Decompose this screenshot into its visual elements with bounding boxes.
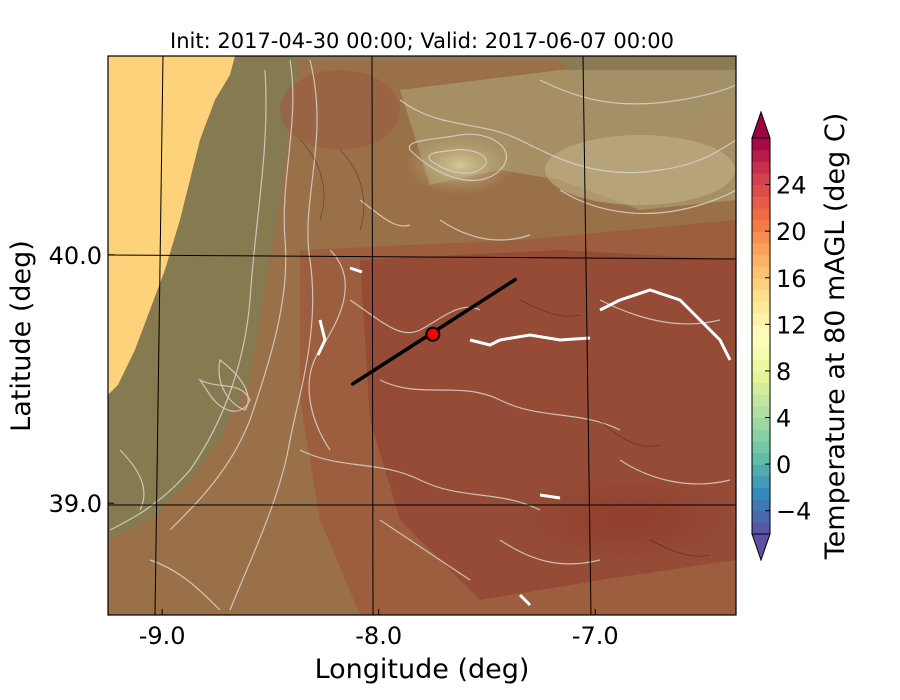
hot-spot-north — [280, 70, 400, 150]
colorbar-tick-label: −4 — [776, 498, 811, 526]
colorbar-segment — [752, 184, 770, 197]
colorbar-segment — [752, 207, 770, 221]
x-tick-label: -9.0 — [139, 622, 186, 650]
ocean-area — [108, 56, 235, 395]
coastal-strip — [108, 56, 300, 540]
colorbar-segment — [752, 312, 770, 325]
x-axis-ticks: -9.0 -8.0 -7.0 — [139, 609, 619, 650]
colorbar-max-extend — [751, 110, 771, 139]
colorbar-tick-label: 0 — [776, 451, 791, 479]
colorbar-tick-label: 8 — [776, 358, 791, 386]
location-marker — [425, 326, 441, 342]
contour-lines — [109, 59, 736, 611]
y-tick-label: 40.0 — [49, 242, 102, 270]
colorbar-segment — [752, 487, 770, 500]
x-tick-label: -8.0 — [355, 622, 402, 650]
map-frame — [107, 55, 737, 616]
colorbar-segment — [752, 161, 770, 174]
colorbar-segment — [752, 231, 770, 244]
x-axis-label: Longitude (deg) — [315, 654, 530, 685]
colorbar-segment — [752, 382, 770, 395]
colorbar: −4 0 4 8 12 16 20 24 — [751, 110, 811, 562]
colorbar-label: Temperature at 80 mAGL (deg C) — [820, 113, 851, 561]
colorbar-segment — [752, 266, 770, 279]
colorbar-tick-label: 24 — [776, 172, 807, 200]
colorbar-segment — [752, 510, 770, 523]
y-axis-label: Latitude (deg) — [6, 240, 37, 432]
hot-spot-southeast — [520, 480, 736, 560]
colorbar-segment — [752, 440, 770, 454]
colorbar-segment — [752, 464, 770, 477]
colorbar-tick-label: 20 — [776, 218, 807, 246]
colorbar-segment — [752, 254, 770, 267]
colorbar-segment — [752, 301, 770, 314]
colorbar-segment — [752, 336, 770, 349]
colorbar-segment — [752, 359, 770, 372]
colorbar-segment — [752, 475, 770, 489]
x-tick-label: -7.0 — [572, 622, 619, 650]
colorbar-tick-label: 4 — [776, 405, 791, 433]
graticule — [108, 56, 736, 615]
colorbar-segment — [752, 277, 770, 291]
plateau-area — [545, 135, 735, 205]
colorbar-segment — [752, 196, 770, 209]
colorbar-segment — [752, 172, 770, 186]
colorbar-segment — [752, 370, 770, 384]
colorbar-segment — [752, 347, 770, 360]
colorbar-segment — [752, 452, 770, 465]
colorbar-tick-label: 16 — [776, 265, 807, 293]
colorbar-min-extend — [751, 533, 771, 562]
colorbar-segment — [752, 405, 770, 419]
colorbar-segment — [752, 417, 770, 430]
y-axis-ticks: 40.0 39.0 — [49, 242, 114, 518]
colorbar-segment — [752, 219, 770, 232]
colorbar-segment — [752, 522, 770, 535]
colorbar-segment — [752, 149, 770, 162]
river-lines — [316, 266, 732, 607]
colorbar-segment — [752, 429, 770, 442]
colorbar-segment — [752, 289, 770, 302]
mountain-peak — [405, 135, 515, 195]
colorbar-segment — [752, 499, 770, 512]
colorbar-segment — [752, 324, 770, 337]
colorbar-frame — [751, 137, 771, 535]
colorbar-tick-label: 12 — [776, 311, 807, 339]
terrain-contours — [299, 139, 711, 557]
colorbar-segment — [752, 394, 770, 407]
colorbar-segment — [752, 138, 770, 151]
map-area — [108, 56, 736, 615]
colorbar-segment — [752, 242, 770, 256]
y-tick-label: 39.0 — [49, 490, 102, 518]
map-title: Init: 2017-04-30 00:00; Valid: 2017-06-0… — [170, 29, 674, 53]
